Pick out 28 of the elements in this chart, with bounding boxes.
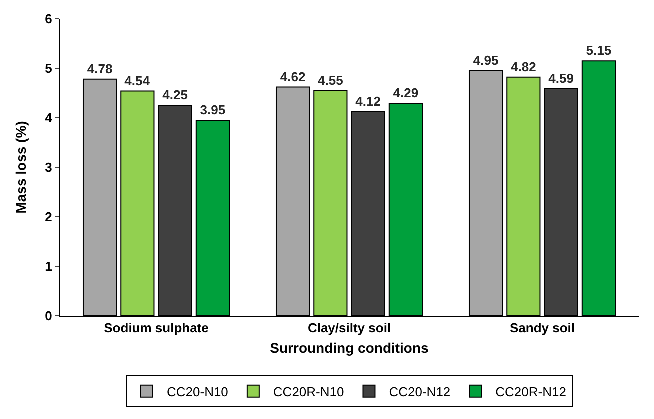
y-tick-label: 6 <box>45 12 52 27</box>
y-tick-label: 3 <box>45 160 52 176</box>
data-label: 4.59 <box>548 70 574 86</box>
y-tick-label: 4 <box>45 110 54 126</box>
y-tick-label: 2 <box>45 210 52 225</box>
data-label: 4.12 <box>356 94 381 110</box>
y-axis-title: Mass loss (%) <box>12 121 29 214</box>
legend-label: CC20-N12 <box>389 384 451 400</box>
data-label: 4.62 <box>280 69 306 84</box>
x-tick-label: Sandy soil <box>510 320 576 336</box>
data-label: 4.29 <box>393 86 419 101</box>
x-tick-label: Sodium sulphate <box>104 320 209 336</box>
data-label: 4.25 <box>162 88 188 103</box>
y-tick-label: 5 <box>45 61 52 76</box>
data-label: 4.55 <box>318 72 344 88</box>
legend-label: CC20R-N10 <box>273 384 344 400</box>
data-label: 4.54 <box>124 73 151 88</box>
legend-label: CC20-N10 <box>167 384 228 400</box>
y-tick-label: 1 <box>45 259 52 274</box>
x-axis-title: Surrounding conditions <box>270 340 430 356</box>
data-label: 3.95 <box>200 102 226 118</box>
data-label: 4.82 <box>511 59 536 74</box>
data-label: 4.78 <box>87 61 113 76</box>
legend-label: CC20R-N12 <box>496 384 566 400</box>
data-label: 4.95 <box>473 52 499 68</box>
x-tick-label: Clay/silty soil <box>308 320 392 336</box>
data-label: 5.15 <box>586 43 612 58</box>
y-tick-label: 0 <box>45 308 52 324</box>
